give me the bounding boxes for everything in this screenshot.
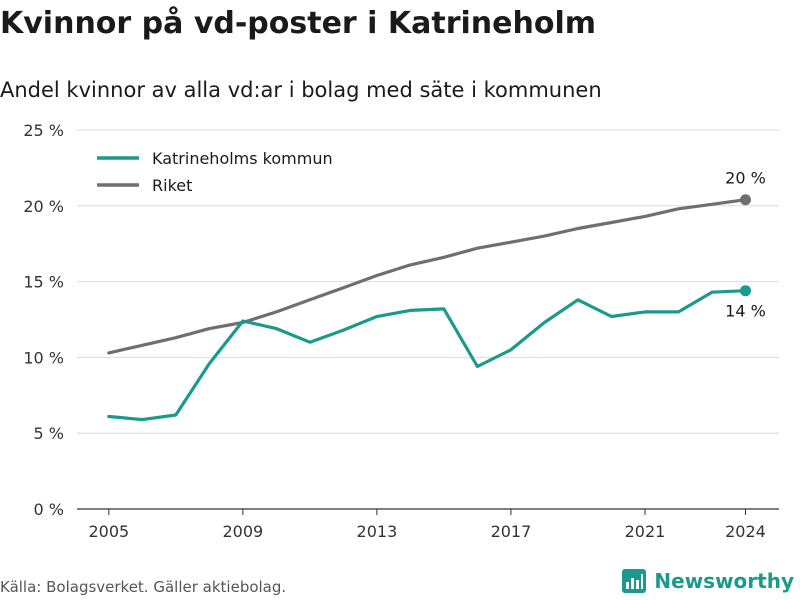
- y-tick-label: 25 %: [23, 121, 64, 140]
- end-markers: 20 % 14 %: [725, 169, 766, 321]
- x-tick-label: 2024: [725, 522, 766, 541]
- legend: Katrineholms kommun Riket: [97, 149, 333, 195]
- y-tick-label: 20 %: [23, 197, 64, 216]
- series-line: [107, 289, 748, 422]
- newsworthy-logo-icon: [622, 569, 647, 593]
- source-note: Källa: Bolagsverket. Gäller aktiebolag.: [0, 578, 287, 596]
- brand-name: Newsworthy: [654, 569, 794, 593]
- x-tick-label: 2021: [625, 522, 666, 541]
- end-point-marker: [739, 285, 751, 297]
- y-axis-labels: 0 % 5 % 10 % 15 % 20 % 25 %: [23, 121, 64, 519]
- x-tick-label: 2017: [491, 522, 532, 541]
- chart-title: Kvinnor på vd-poster i Katrineholm: [0, 6, 597, 41]
- end-value-label: 20 %: [725, 169, 766, 188]
- brand-logo: Newsworthy: [622, 569, 794, 593]
- y-tick-label: 15 %: [23, 273, 64, 292]
- x-tick-label: 2005: [88, 522, 129, 541]
- chart-subtitle: Andel kvinnor av alla vd:ar i bolag med …: [0, 78, 602, 102]
- y-tick-label: 10 %: [23, 348, 64, 367]
- end-value-label: 14 %: [725, 302, 766, 321]
- x-tick-label: 2009: [223, 522, 264, 541]
- end-point-marker: [739, 194, 751, 206]
- x-axis: 2005 2009 2013 2017 2021 2024: [88, 509, 766, 541]
- series-lines: [107, 198, 748, 422]
- y-tick-label: 5 %: [34, 424, 64, 443]
- gridlines: [77, 129, 779, 510]
- y-tick-label: 0 %: [34, 500, 64, 519]
- series-line: [107, 198, 748, 355]
- x-tick-label: 2013: [357, 522, 398, 541]
- legend-label: Katrineholms kommun: [152, 149, 333, 168]
- legend-label: Riket: [152, 176, 192, 195]
